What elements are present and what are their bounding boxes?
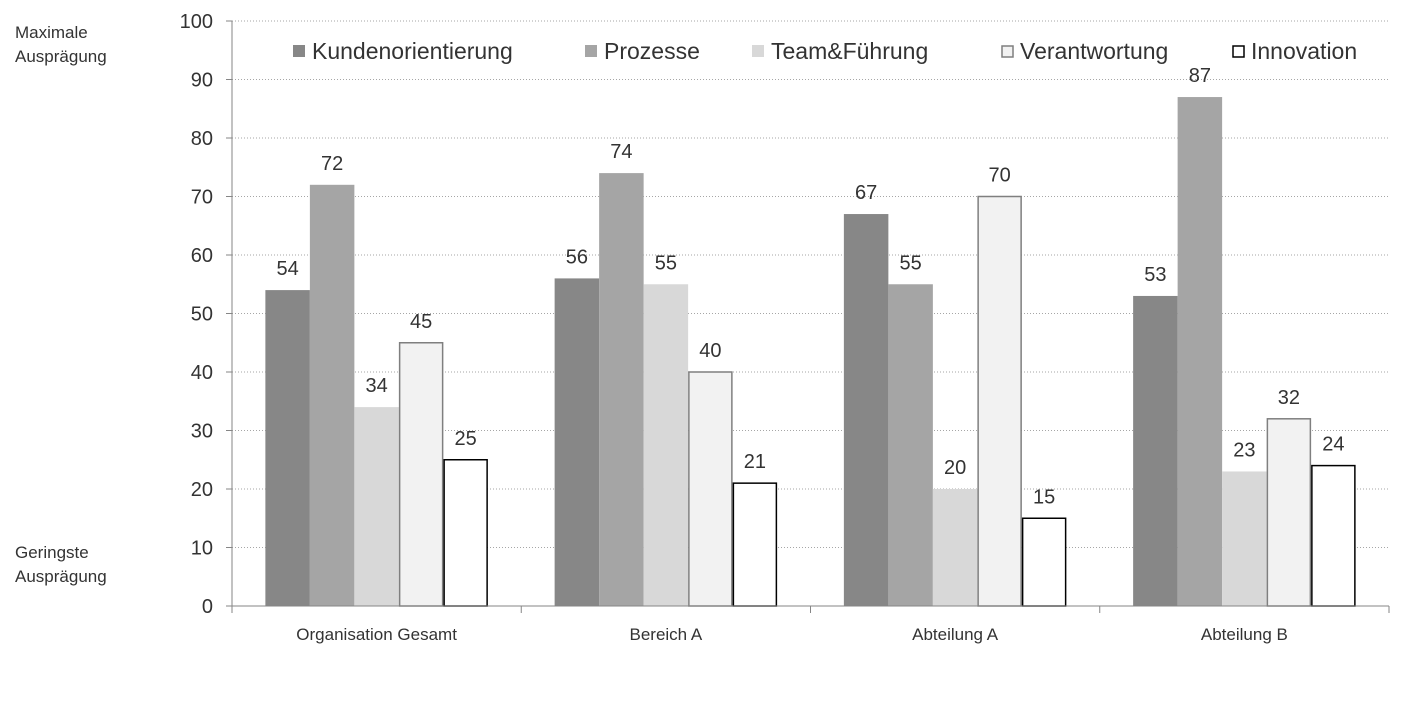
data-label: 55 [655,252,677,274]
x-tick-label: Abteilung B [1201,625,1288,644]
min-annotation: Geringste Ausprägung [15,541,107,589]
data-labels: 54 56 67 53 72 74 55 87 34 55 20 23 45 40 70 32 25 21 15 24 [277,65,1345,508]
y-tick-label: 40 [191,362,213,384]
y-tick-label: 30 [191,421,213,443]
bar [732,482,778,607]
bar [1133,295,1178,606]
bar [843,214,889,607]
legend-swatch [752,45,764,57]
max-annotation-line2: Ausprägung [15,47,107,66]
y-tick-label: 50 [191,304,213,326]
data-label: 67 [855,182,877,204]
data-label: 72 [321,153,343,175]
bar [1266,418,1312,607]
data-label: 45 [410,311,432,333]
data-label: 32 [1278,387,1300,409]
y-tick-label: 0 [202,596,213,618]
data-label: 15 [1033,486,1055,508]
data-label: 74 [610,141,632,163]
y-tick-label: 90 [191,70,213,92]
legend-swatch [1001,45,1014,58]
bar [977,195,1022,607]
y-tick-label: 100 [180,11,213,33]
data-label: 40 [699,340,721,362]
y-tick-label: 70 [191,187,213,209]
data-label: 54 [277,258,299,280]
bar [888,284,933,606]
legend: Kundenorientierung Prozesse Team&Führung Ve… [293,38,1357,64]
legend-label: Team&Führung [771,38,928,64]
bar [309,184,355,607]
bar [932,489,978,606]
bar [1311,464,1356,607]
bar [688,371,733,607]
bar [599,173,644,606]
legend-label: Prozesse [604,38,700,64]
data-label: 24 [1322,434,1344,456]
x-tick-label: Bereich A [629,625,702,644]
legend-label: Kundenorientierung [312,38,513,64]
data-label: 55 [900,252,922,274]
legend-label: Verantwortung [1020,38,1168,64]
y-tick-label: 60 [191,245,213,267]
data-label: 53 [1144,264,1166,286]
bar [554,278,600,606]
max-annotation: Maximale Ausprägung [15,21,107,69]
y-tick-label: 10 [191,538,213,560]
min-annotation-line2: Ausprägung [15,567,107,586]
legend-swatch [585,45,597,57]
legend-swatch [293,45,305,57]
x-tick-label: Organisation Gesamt [296,625,457,644]
data-label: 56 [566,246,588,268]
data-label: 87 [1189,65,1211,87]
bar [354,407,399,606]
bar [643,284,689,606]
data-label: 34 [366,375,388,397]
data-label: 70 [989,165,1011,187]
bar [1177,97,1223,607]
y-axis: 0 10 20 30 40 50 60 70 80 90 100 [180,11,233,618]
bar [398,342,444,607]
bar [265,290,310,606]
legend-label: Innovation [1251,38,1357,64]
x-axis: Organisation Gesamt Bereich A Abteilung A A… [231,605,1390,644]
data-label: 23 [1233,439,1255,461]
data-label: 21 [744,451,766,473]
bars [265,97,1356,607]
data-label: 20 [944,457,966,479]
bar [1222,471,1267,606]
max-annotation-line1: Maximale [15,23,88,42]
bar [443,459,488,607]
bar [1021,517,1067,607]
legend-swatch [1232,45,1245,58]
y-tick-label: 20 [191,479,213,501]
min-annotation-line1: Geringste [15,543,89,562]
x-tick-label: Abteilung A [912,625,999,644]
y-tick-label: 80 [191,128,213,150]
data-label: 25 [455,428,477,450]
